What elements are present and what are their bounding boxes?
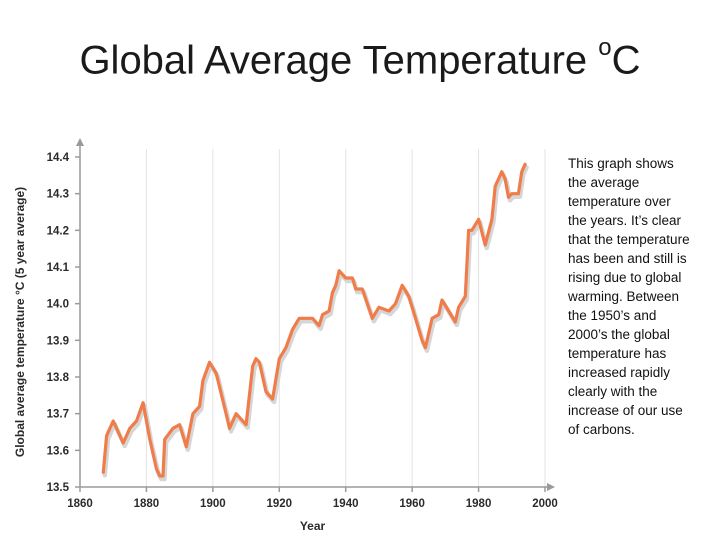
y-tick-label: 14.2 (47, 225, 69, 237)
y-tick-label: 13.9 (47, 335, 69, 347)
title-text: Global Average Temperature (79, 38, 599, 83)
y-tick-label: 14.3 (47, 189, 69, 201)
y-tick-label: 14.4 (47, 152, 70, 164)
y-tick-label: 13.6 (47, 445, 69, 457)
title-unit: C (611, 38, 641, 83)
y-axis-arrow (76, 138, 84, 146)
y-tick-label: 13.5 (47, 482, 70, 494)
y-tick-label: 13.8 (47, 372, 70, 384)
x-axis-arrow (547, 483, 555, 491)
x-tick-label: 1960 (399, 498, 425, 510)
chart-axes (75, 138, 555, 492)
x-tick-label: 1920 (266, 498, 292, 510)
x-tick-label: 1900 (200, 498, 226, 510)
x-axis-title: Year (300, 519, 326, 533)
chart-canvas: 1860 1880 1900 1920 1940 1960 1980 2000 13.5 13.6… (13, 138, 558, 533)
temperature-series-line (101, 162, 527, 478)
chart-series (101, 162, 529, 482)
y-tick-label: 14.1 (47, 262, 70, 274)
title-degree-superscript: o (598, 34, 612, 61)
temperature-line-chart: 1860 1880 1900 1920 1940 1960 1980 2000 13.5 13.6… (0, 125, 560, 540)
y-axis-title: Global average temperature °C (5 year av… (13, 187, 27, 457)
x-tick-label: 1980 (466, 498, 492, 510)
chart-gridlines (145, 149, 546, 487)
x-tick-label: 1860 (67, 498, 93, 510)
chart-tick-labels: 1860 1880 1900 1920 1940 1960 1980 2000 13.5 13.6… (47, 152, 558, 510)
x-tick-label: 1880 (134, 498, 160, 510)
caption-text: This graph shows the average temperature… (568, 156, 690, 437)
x-tick-label: 2000 (532, 498, 558, 510)
x-tick-label: 1940 (333, 498, 359, 510)
slide-title: Global Average Temperature oC (0, 34, 720, 83)
y-tick-label: 13.7 (47, 409, 69, 421)
y-tick-label: 14.0 (47, 299, 69, 311)
